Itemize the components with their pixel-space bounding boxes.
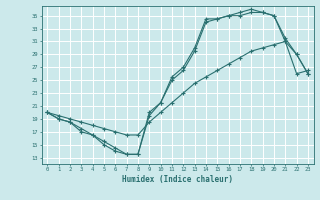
X-axis label: Humidex (Indice chaleur): Humidex (Indice chaleur)	[122, 175, 233, 184]
